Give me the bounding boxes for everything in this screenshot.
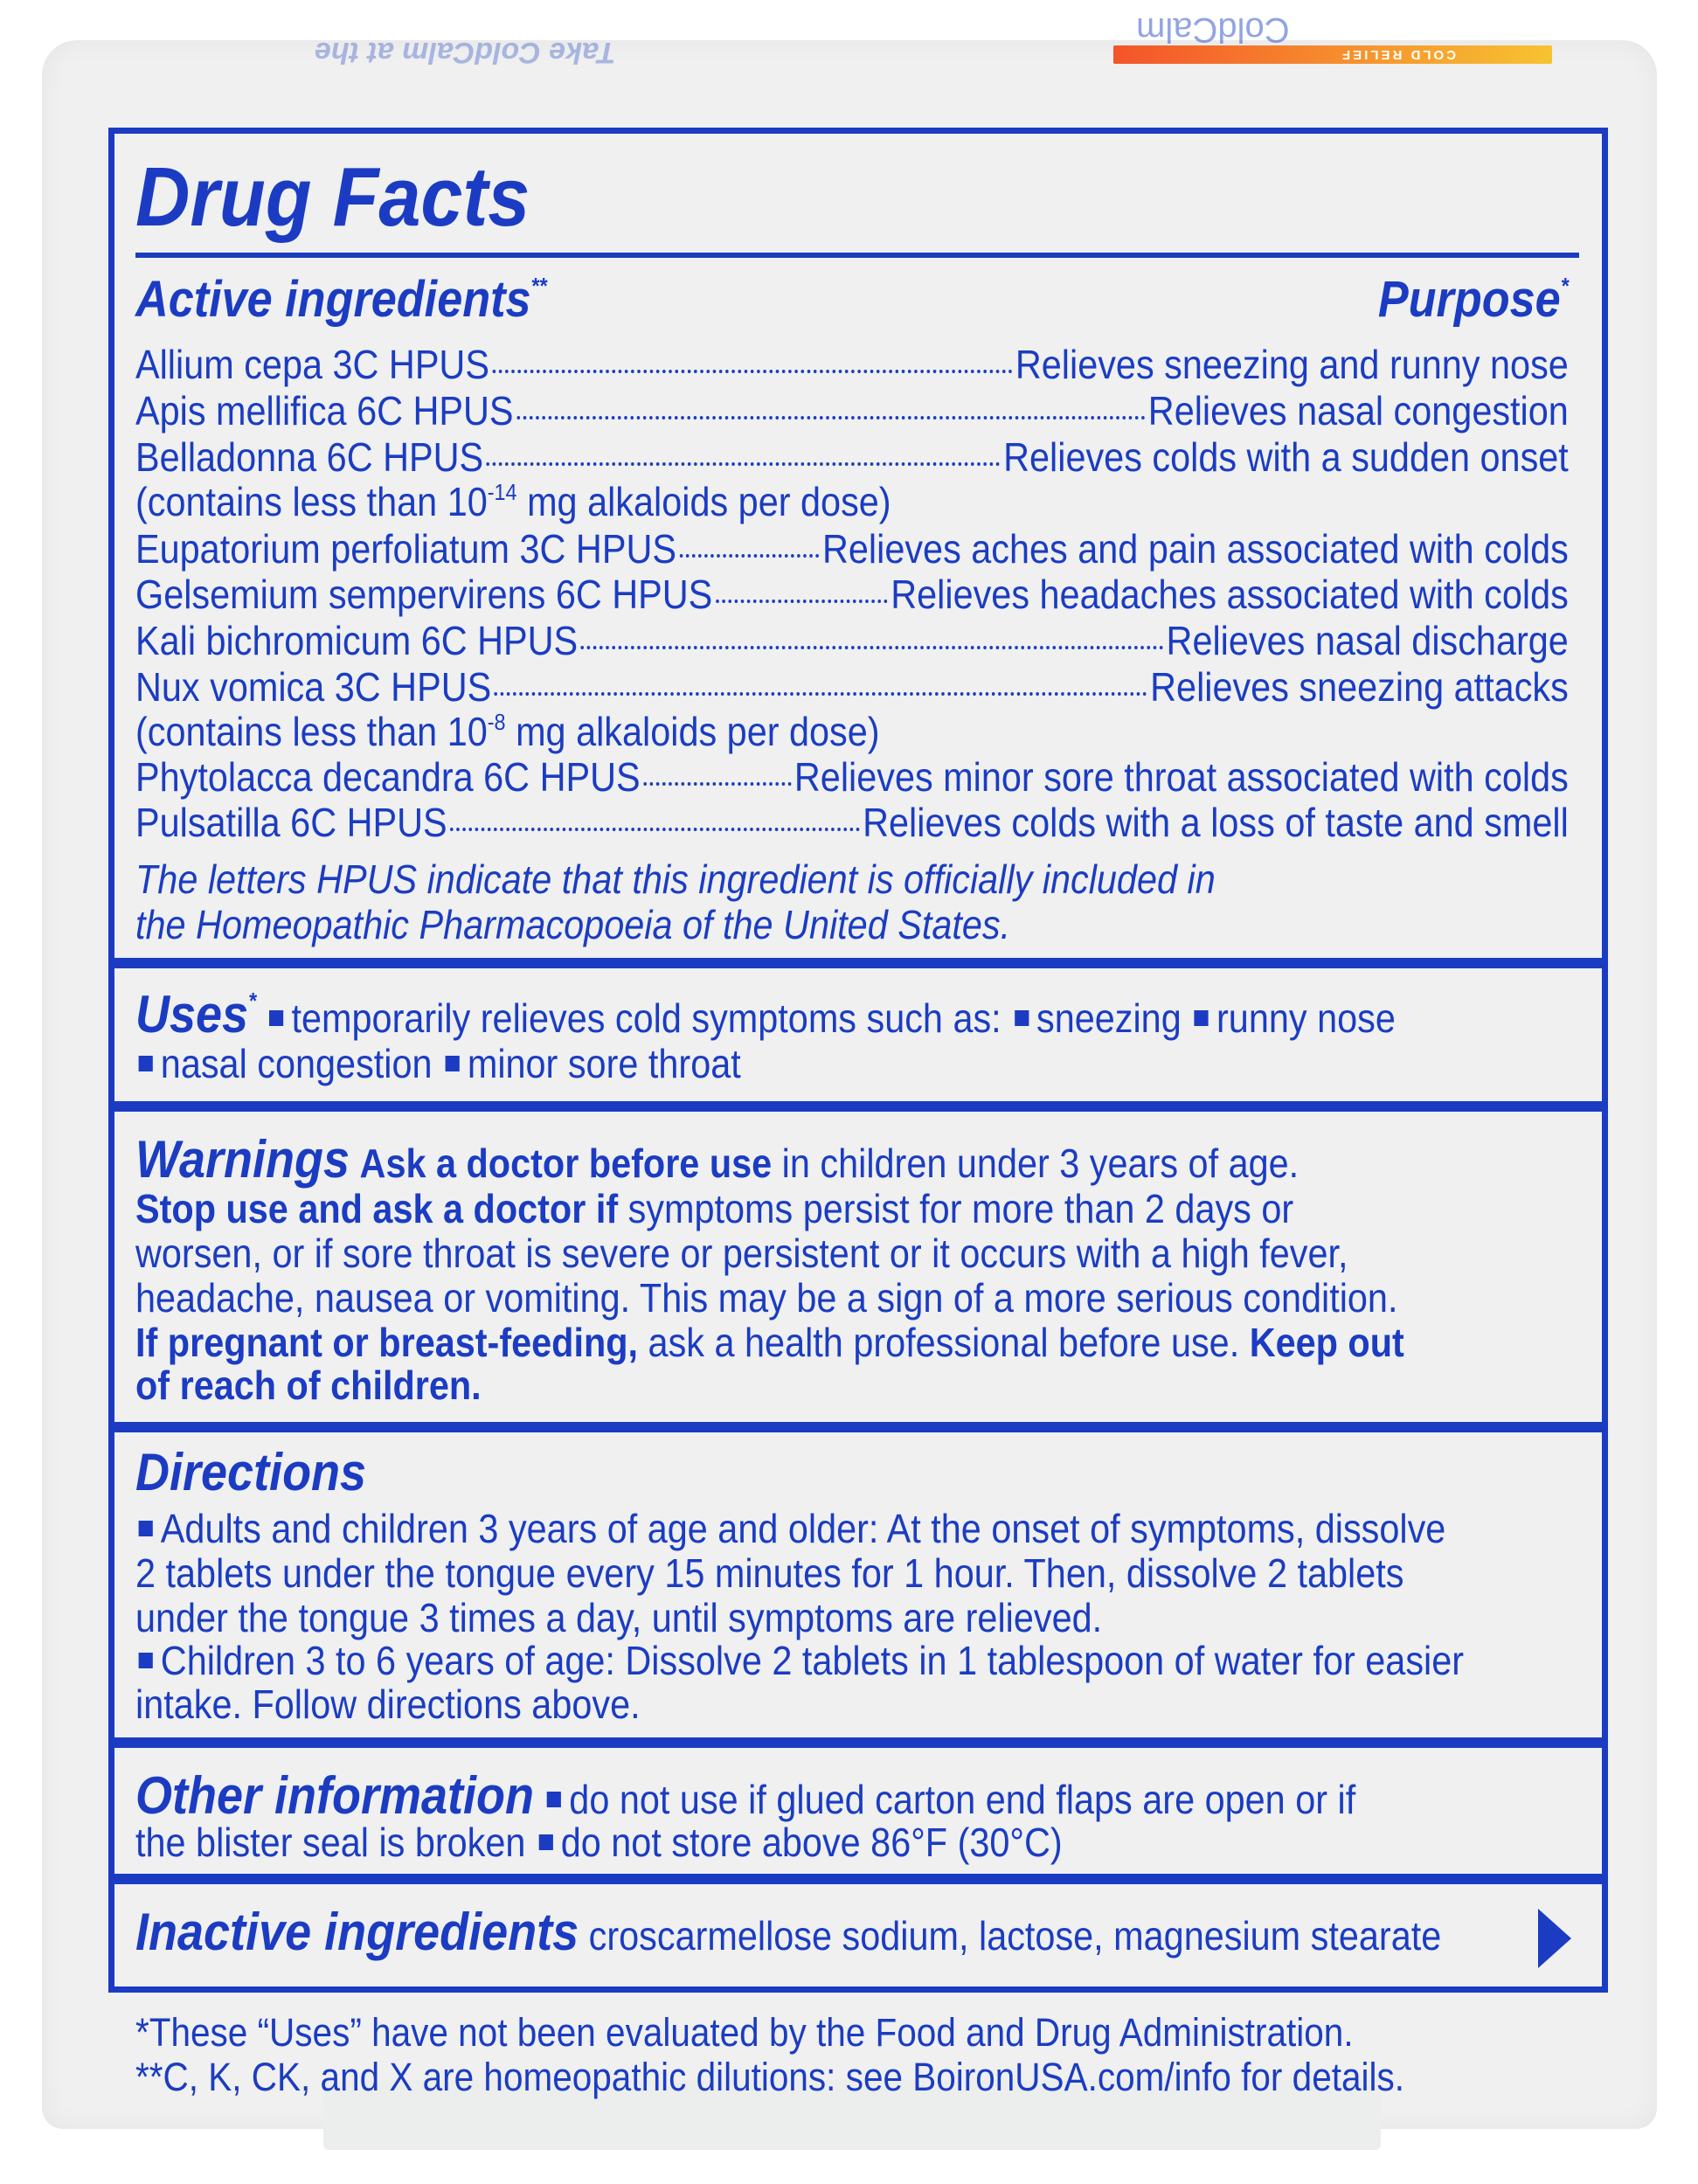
directions-line: 2 tablets under the tongue every 15 minu…	[135, 1550, 1404, 1596]
cold-relief-badge: COLD RELIEF	[1113, 45, 1552, 64]
package-back-panel	[42, 40, 1657, 2129]
warnings-line: worsen, or if sore throat is severe or p…	[135, 1231, 1348, 1276]
ingredient-row: Kali bichromicum 6C HPUS Relieves nasal d…	[135, 618, 1569, 663]
title-divider	[135, 253, 1579, 258]
warnings-line: Stop use and ask a doctor if symptoms pe…	[135, 1186, 1294, 1231]
purpose-heading: Purpose*	[1377, 271, 1569, 328]
hpus-note-line: the Homeopathic Pharmacopoeia of the Uni…	[135, 902, 1011, 947]
nux-vomica-note: (contains less than 10-8 mg alkaloids pe…	[135, 709, 880, 754]
section-divider	[108, 958, 1608, 968]
ingredient-row: Allium cepa 3C HPUS Relieves sneezing and…	[135, 342, 1569, 387]
directions-line: intake. Follow directions above.	[135, 1681, 641, 1727]
ingredient-row: Eupatorium perfoliatum 3C HPUS Relieves a…	[135, 526, 1569, 572]
uses-line-1: Uses* temporarily relieves cold symptoms…	[135, 985, 1396, 1043]
continue-arrow-icon	[1538, 1909, 1571, 1968]
uses-line-2: nasal congestion minor sore throat	[135, 1041, 1569, 1086]
flipped-brand-name: ColdCalm	[1136, 10, 1290, 49]
section-divider	[108, 1874, 1608, 1884]
warnings-line: Warnings Ask a doctor before use in chil…	[135, 1130, 1299, 1189]
warnings-line: of reach of children.	[135, 1362, 482, 1408]
cold-relief-badge-text: COLD RELIEF	[1340, 47, 1456, 62]
other-info-line: the blister seal is broken do not store …	[135, 1820, 1063, 1865]
active-header-row: Active ingredients** Purpose*	[135, 273, 1569, 327]
flipped-top-text: Take ColdCalm at the	[315, 36, 616, 69]
inactive-line: Inactive ingredients croscarmellose sodi…	[135, 1903, 1442, 1961]
section-divider	[108, 1737, 1608, 1748]
drug-facts-box	[108, 128, 1608, 1993]
package-flap	[323, 2080, 1381, 2150]
ingredient-row: Belladonna 6C HPUS Relieves colds with a …	[135, 434, 1569, 480]
footnote-dilutions: **C, K, CK, and X are homeopathic diluti…	[135, 2055, 1404, 2099]
drug-facts-title: Drug Facts	[135, 150, 530, 244]
warnings-line: If pregnant or breast-feeding, ask a hea…	[135, 1320, 1404, 1365]
hpus-note-line: The letters HPUS indicate that this ingr…	[135, 856, 1216, 902]
directions-heading: Directions	[135, 1443, 367, 1501]
ingredient-row: Phytolacca decandra 6C HPUS Relieves mino…	[135, 754, 1569, 800]
section-divider	[108, 1422, 1608, 1432]
other-info-line: Other information do not use if glued ca…	[135, 1766, 1356, 1825]
active-ingredients-heading: Active ingredients**	[135, 271, 547, 328]
ingredient-row: Pulsatilla 6C HPUS Relieves colds with a …	[135, 800, 1569, 845]
ingredient-row: Nux vomica 3C HPUS Relieves sneezing atta…	[135, 664, 1569, 710]
footnote-uses: *These “Uses” have not been evaluated by…	[135, 2010, 1354, 2055]
ingredient-row: Apis mellifica 6C HPUS Relieves nasal con…	[135, 388, 1569, 433]
warnings-line: headache, nausea or vomiting. This may b…	[135, 1275, 1398, 1321]
directions-line: under the tongue 3 times a day, until sy…	[135, 1595, 1103, 1640]
belladonna-note: (contains less than 10-14 mg alkaloids p…	[135, 479, 891, 524]
ingredient-row: Gelsemium sempervirens 6C HPUS Relieves h…	[135, 572, 1569, 617]
section-divider	[108, 1101, 1608, 1112]
directions-line: Children 3 to 6 years of age: Dissolve 2…	[135, 1638, 1569, 1683]
directions-line: Adults and children 3 years of age and o…	[135, 1506, 1569, 1551]
